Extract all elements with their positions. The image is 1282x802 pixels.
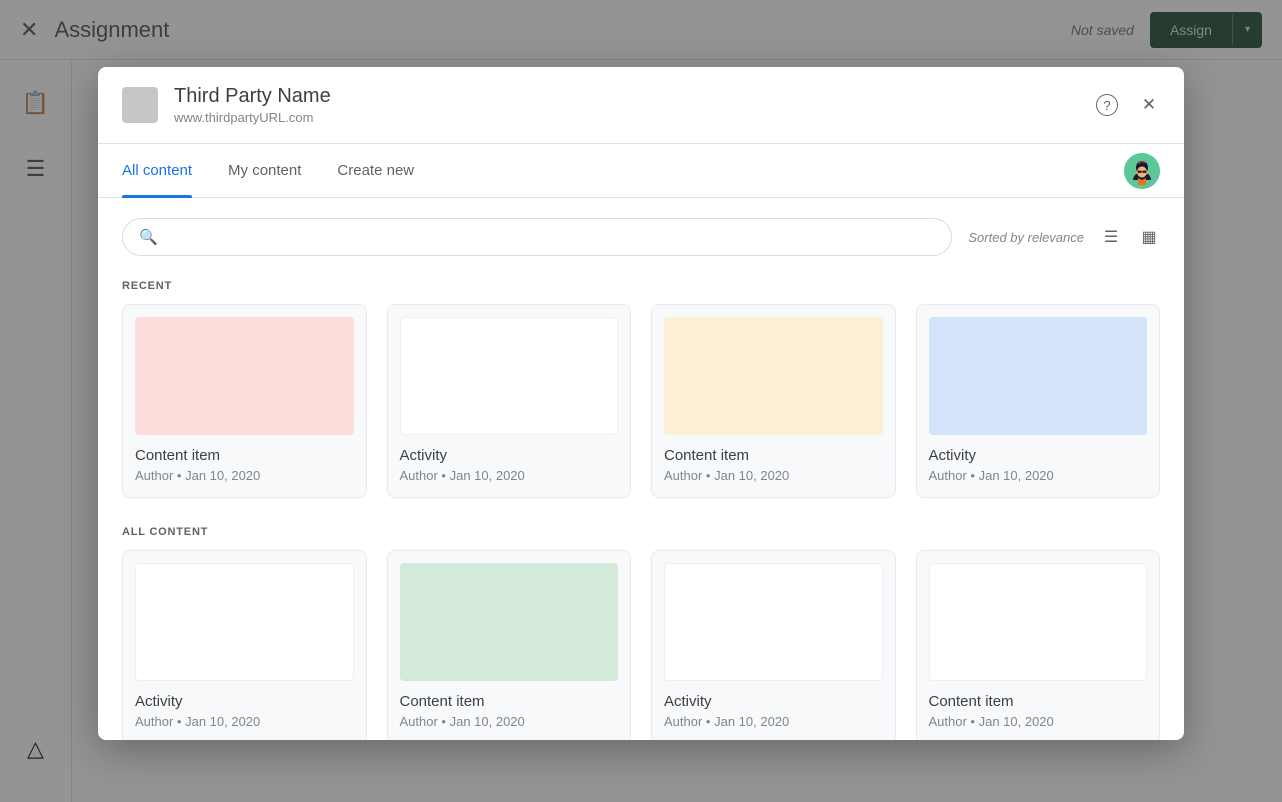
content-card-meta: Author • Jan 10, 2020: [929, 468, 1148, 483]
recent-section-label: RECENT: [122, 280, 1160, 292]
content-search-input[interactable]: [168, 229, 936, 245]
all-content-section-label: ALL CONTENT: [122, 526, 1160, 538]
tab-all-content[interactable]: All content: [122, 144, 192, 197]
sort-relevance-label: Sorted by relevance: [968, 230, 1084, 245]
content-card-meta: Author • Jan 10, 2020: [664, 468, 883, 483]
content-card-meta: Author • Jan 10, 2020: [135, 714, 354, 729]
content-search-box[interactable]: 🔍: [122, 218, 952, 256]
content-card-meta: Author • Jan 10, 2020: [400, 714, 619, 729]
content-card-title: Content item: [929, 693, 1148, 710]
content-card-thumbnail: [929, 317, 1148, 435]
search-icon: 🔍: [139, 228, 158, 246]
content-card[interactable]: Activity Author • Jan 10, 2020: [916, 304, 1161, 498]
modal-header: Third Party Name www.thirdpartyURL.com ?…: [98, 67, 1184, 144]
all-content-section: ALL CONTENT Activity Author • Jan 10, 20…: [122, 526, 1160, 740]
user-avatar[interactable]: [1124, 153, 1160, 189]
content-card-thumbnail: [400, 563, 619, 681]
content-card[interactable]: Activity Author • Jan 10, 2020: [651, 550, 896, 740]
modal-tabs-row: All content My content Create new: [98, 144, 1184, 198]
content-card-title: Activity: [929, 447, 1148, 464]
view-toggle-icon[interactable]: ▦: [1138, 226, 1160, 248]
content-card-thumbnail: [664, 317, 883, 435]
help-icon[interactable]: ?: [1096, 94, 1118, 116]
content-card-meta: Author • Jan 10, 2020: [400, 468, 619, 483]
content-card-thumbnail: [135, 563, 354, 681]
content-card-thumbnail: [135, 317, 354, 435]
third-party-content-picker-modal: Third Party Name www.thirdpartyURL.com ?…: [98, 67, 1184, 740]
content-card[interactable]: Activity Author • Jan 10, 2020: [122, 550, 367, 740]
third-party-url: www.thirdpartyURL.com: [174, 110, 1096, 125]
content-card-title: Content item: [664, 447, 883, 464]
tab-create-new[interactable]: Create new: [337, 144, 414, 197]
content-card-thumbnail: [929, 563, 1148, 681]
content-card-meta: Author • Jan 10, 2020: [929, 714, 1148, 729]
content-card[interactable]: Content item Author • Jan 10, 2020: [122, 304, 367, 498]
close-modal-icon[interactable]: ✕: [1138, 94, 1160, 116]
recent-card-row: Content item Author • Jan 10, 2020 Activ…: [122, 304, 1160, 498]
sort-icon[interactable]: ☰: [1100, 226, 1122, 248]
content-card[interactable]: Content item Author • Jan 10, 2020: [387, 550, 632, 740]
content-card[interactable]: Content item Author • Jan 10, 2020: [916, 550, 1161, 740]
content-card-title: Content item: [135, 447, 354, 464]
third-party-logo-placeholder: [122, 87, 158, 123]
modal-body[interactable]: 🔍 Sorted by relevance ☰ ▦ RECENT Content…: [98, 198, 1184, 740]
content-card[interactable]: Content item Author • Jan 10, 2020: [651, 304, 896, 498]
content-card-title: Activity: [664, 693, 883, 710]
all-content-card-row: Activity Author • Jan 10, 2020 Content i…: [122, 550, 1160, 740]
content-card-meta: Author • Jan 10, 2020: [135, 468, 354, 483]
content-card-title: Content item: [400, 693, 619, 710]
content-card[interactable]: Activity Author • Jan 10, 2020: [387, 304, 632, 498]
content-card-thumbnail: [664, 563, 883, 681]
tab-my-content[interactable]: My content: [228, 144, 301, 197]
content-card-title: Activity: [135, 693, 354, 710]
third-party-name: Third Party Name: [174, 85, 1096, 108]
content-card-thumbnail: [400, 317, 619, 435]
recent-section: RECENT Content item Author • Jan 10, 202…: [122, 280, 1160, 498]
content-card-meta: Author • Jan 10, 2020: [664, 714, 883, 729]
content-card-title: Activity: [400, 447, 619, 464]
